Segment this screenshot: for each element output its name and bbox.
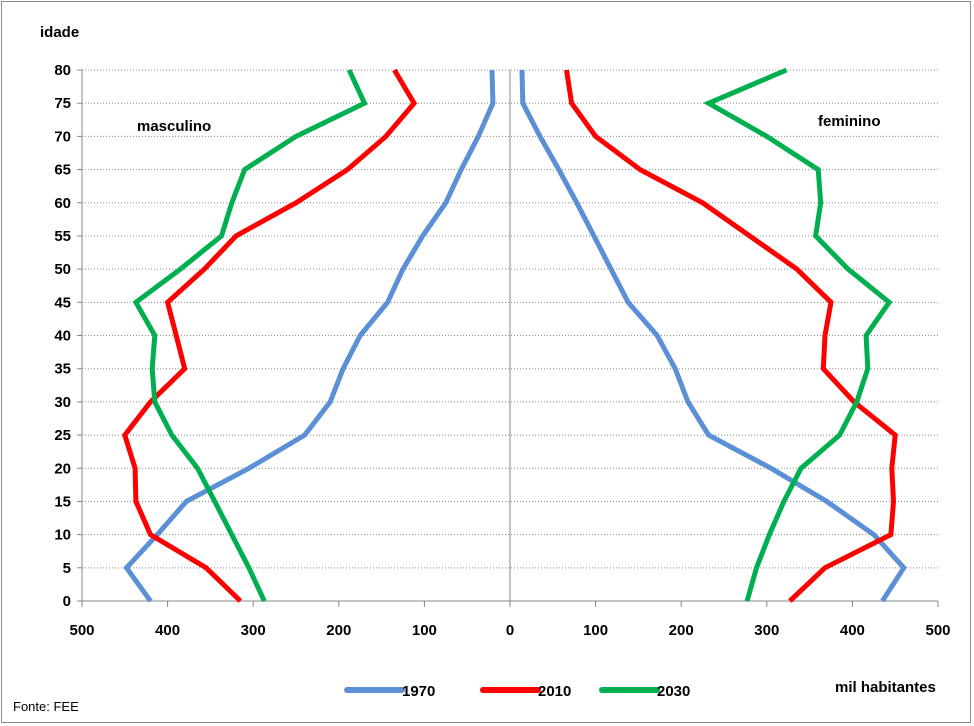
y-tick-label: 65 xyxy=(54,162,71,179)
legend-label-2010: 2010 xyxy=(538,683,571,700)
y-tick-label: 50 xyxy=(54,261,71,278)
x-tick-label: 500 xyxy=(925,622,950,639)
y-tick-label: 60 xyxy=(54,195,71,212)
y-tick-label: 45 xyxy=(54,294,71,311)
series-1970-masculino-line xyxy=(123,69,496,603)
series-lines xyxy=(122,67,907,603)
x-tick-label: 200 xyxy=(669,622,694,639)
series-2010-feminino-line xyxy=(564,69,898,603)
axes xyxy=(77,69,939,607)
y-tick-label: 20 xyxy=(54,460,71,477)
y-tick-label: 70 xyxy=(54,128,71,145)
y-tick-label: 10 xyxy=(54,527,71,544)
source-note: Fonte: FEE xyxy=(13,699,79,714)
left-side-label: masculino xyxy=(137,118,211,135)
y-tick-label: 80 xyxy=(54,62,71,79)
right-side-label: feminino xyxy=(818,113,881,130)
series-2010-masculino-line xyxy=(122,68,418,603)
x-tick-label: 400 xyxy=(155,622,180,639)
x-tick-label: 100 xyxy=(412,622,437,639)
y-axis-title: idade xyxy=(40,24,79,41)
y-tick-label: 25 xyxy=(54,427,71,444)
x-tick-label: 500 xyxy=(69,622,94,639)
x-tick-label: 300 xyxy=(241,622,266,639)
y-tick-label: 40 xyxy=(54,328,71,345)
x-tick-label: 0 xyxy=(506,622,514,639)
y-tick-label: 0 xyxy=(63,593,71,610)
y-tick-label: 5 xyxy=(63,560,71,577)
x-tick-label: 200 xyxy=(326,622,351,639)
series-2030-feminino-line xyxy=(702,67,893,602)
y-tick-label: 15 xyxy=(54,493,71,510)
legend-label-2030: 2030 xyxy=(657,683,690,700)
x-tick-label: 300 xyxy=(754,622,779,639)
legend-label-1970: 1970 xyxy=(402,683,435,700)
x-tick-label: 100 xyxy=(583,622,608,639)
x-axis-title: mil habitantes xyxy=(835,679,936,696)
legend: 1970 2010 2030 xyxy=(344,683,690,700)
series-1970-feminino-line xyxy=(519,69,907,603)
y-tick-label: 35 xyxy=(54,361,71,378)
y-tick-label: 30 xyxy=(54,394,71,411)
series-2030-masculino-line xyxy=(132,68,368,603)
y-tick-label: 75 xyxy=(54,95,71,112)
tick-labels: 0 5 10 15 20 25 30 35 40 45 50 55 60 65 70 75 80 500 400 30… xyxy=(54,62,950,639)
y-tick-label: 55 xyxy=(54,228,71,245)
x-tick-label: 400 xyxy=(840,622,865,639)
